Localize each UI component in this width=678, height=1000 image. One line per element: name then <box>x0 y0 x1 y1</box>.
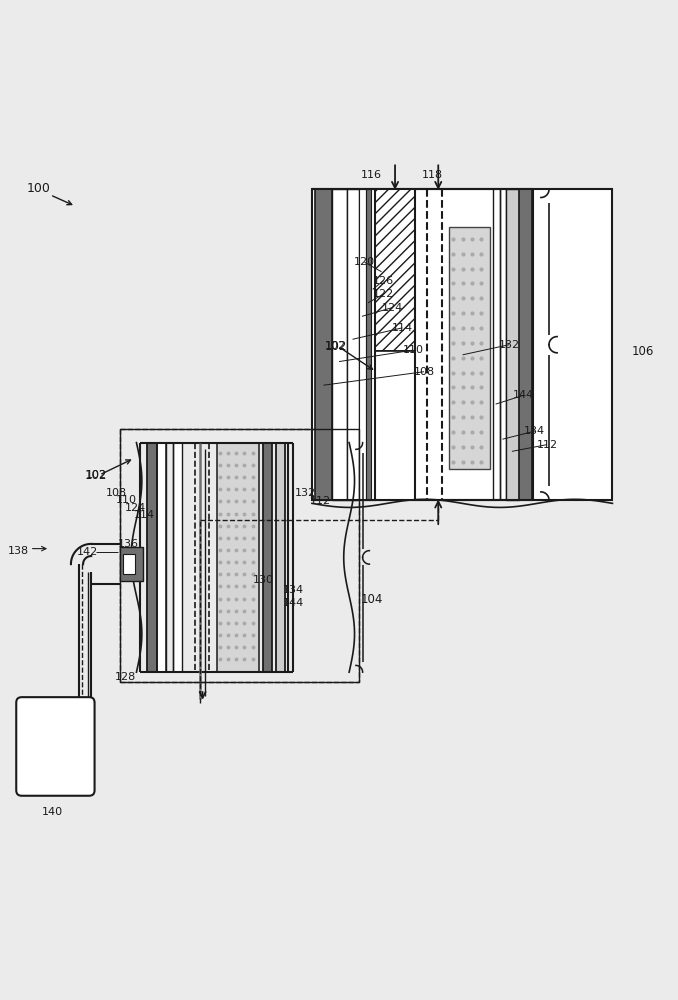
Text: 104: 104 <box>360 593 382 606</box>
Bar <box>218 443 259 672</box>
Text: 142: 142 <box>77 547 98 557</box>
Bar <box>375 351 416 500</box>
Text: 102: 102 <box>325 340 347 353</box>
Text: 102: 102 <box>85 470 106 480</box>
Text: 120: 120 <box>354 257 375 267</box>
Text: 124: 124 <box>125 503 146 513</box>
Bar <box>449 227 490 469</box>
FancyBboxPatch shape <box>16 697 94 796</box>
Text: 108: 108 <box>414 367 435 377</box>
Text: 100: 100 <box>26 182 50 195</box>
Text: 130: 130 <box>253 575 274 585</box>
Text: 132: 132 <box>295 488 316 498</box>
Text: 128: 128 <box>115 672 136 682</box>
Text: 132: 132 <box>498 340 520 350</box>
Bar <box>359 189 366 500</box>
Bar <box>146 443 157 672</box>
Text: 138: 138 <box>7 546 29 556</box>
Bar <box>332 189 347 500</box>
Bar <box>347 189 359 500</box>
Text: 116: 116 <box>361 170 382 180</box>
Text: 122: 122 <box>373 289 394 299</box>
Text: 112: 112 <box>310 496 331 506</box>
Text: 144: 144 <box>513 390 534 400</box>
Text: 134: 134 <box>283 585 304 595</box>
Text: 102: 102 <box>325 341 346 351</box>
Bar <box>312 189 612 500</box>
Text: 102: 102 <box>85 469 107 482</box>
Text: 112: 112 <box>536 440 557 450</box>
Text: 114: 114 <box>134 510 155 520</box>
Bar <box>372 189 375 500</box>
Bar <box>119 429 359 682</box>
Bar <box>519 189 532 500</box>
Bar <box>366 189 372 500</box>
Bar <box>315 189 332 500</box>
Text: 108: 108 <box>106 488 127 498</box>
Bar <box>119 547 143 581</box>
Text: 126: 126 <box>373 276 394 286</box>
Text: 114: 114 <box>392 323 413 333</box>
Text: 110: 110 <box>403 345 424 355</box>
Bar <box>123 554 135 574</box>
Bar <box>506 189 519 500</box>
Text: 106: 106 <box>632 345 654 358</box>
Text: 140: 140 <box>41 807 62 817</box>
Bar <box>262 443 272 672</box>
Text: 144: 144 <box>283 598 304 608</box>
Text: 124: 124 <box>382 303 403 313</box>
Text: 136: 136 <box>118 539 139 549</box>
Bar <box>157 443 166 672</box>
Bar <box>275 443 285 672</box>
Bar <box>173 443 182 672</box>
Text: 134: 134 <box>524 426 545 436</box>
Text: 118: 118 <box>422 170 443 180</box>
Bar <box>375 189 416 351</box>
Text: 110: 110 <box>116 495 137 505</box>
